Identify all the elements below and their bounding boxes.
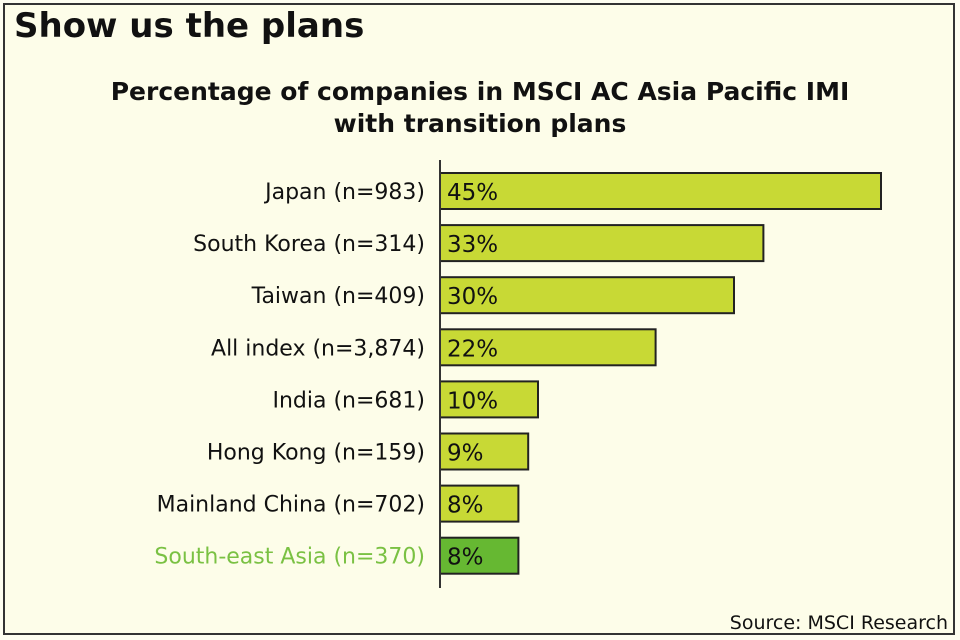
data-label: 45% bbox=[447, 180, 498, 206]
category-label: South-east Asia (n=370) bbox=[154, 545, 425, 570]
category-label: Japan (n=983) bbox=[263, 180, 425, 205]
bar bbox=[439, 328, 657, 367]
chart-title: Percentage of companies in MSCI AC Asia … bbox=[0, 76, 960, 140]
bar bbox=[439, 432, 530, 471]
category-label: South Korea (n=314) bbox=[193, 232, 425, 257]
category-label: Taiwan (n=409) bbox=[251, 284, 425, 309]
headline: Show us the plans bbox=[14, 6, 365, 46]
data-label: 33% bbox=[447, 232, 498, 258]
category-label: India (n=681) bbox=[272, 388, 425, 413]
source-note: Source: MSCI Research bbox=[729, 612, 948, 634]
data-label: 30% bbox=[447, 284, 498, 310]
category-label: Hong Kong (n=159) bbox=[207, 441, 425, 466]
chart-frame bbox=[3, 3, 955, 635]
bar bbox=[439, 484, 520, 523]
data-label: 8% bbox=[447, 545, 484, 571]
chart-title-line-1: Percentage of companies in MSCI AC Asia … bbox=[110, 77, 850, 106]
bar bbox=[439, 536, 520, 575]
data-label: 9% bbox=[447, 441, 484, 467]
data-label: 8% bbox=[447, 493, 484, 519]
data-label: 10% bbox=[447, 388, 498, 414]
bar bbox=[439, 172, 882, 210]
category-label: All index (n=3,874) bbox=[211, 336, 425, 361]
data-label: 22% bbox=[447, 336, 498, 362]
bar bbox=[439, 380, 539, 419]
category-label: Mainland China (n=702) bbox=[157, 493, 425, 518]
chart-title-line-2: with transition plans bbox=[333, 109, 627, 138]
bar bbox=[439, 276, 735, 315]
